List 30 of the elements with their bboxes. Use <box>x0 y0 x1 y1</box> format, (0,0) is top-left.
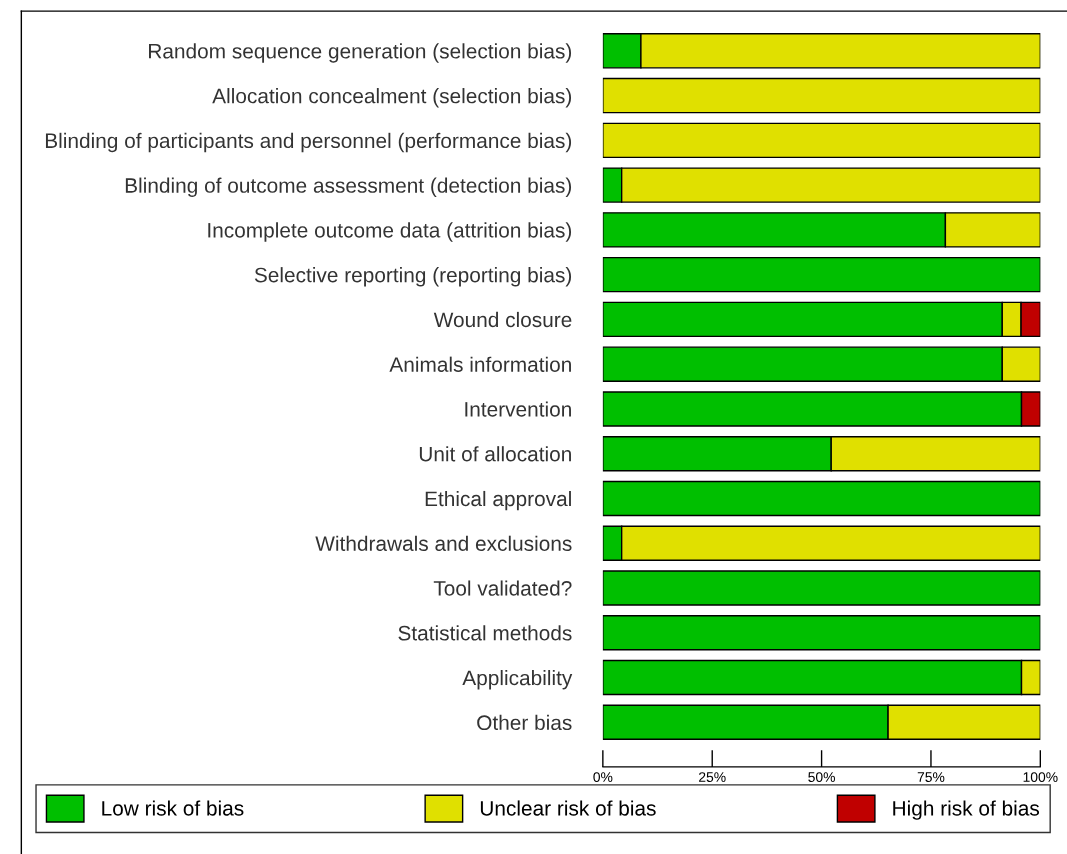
y-tick-label: Intervention <box>465 401 571 417</box>
y-tick-label: Random sequence generation (selection bias) <box>149 43 572 63</box>
bar <box>602 77 1041 114</box>
bar <box>602 256 1041 293</box>
y-tick-label: Other bias <box>477 714 572 731</box>
y-tick-label: Allocation concealment (selection bias) <box>212 88 572 108</box>
x-tick-label: 0% <box>593 772 613 782</box>
x-tick-label: 25% <box>699 772 726 782</box>
y-tick-label: Applicability <box>462 669 573 690</box>
x-tick-label: 50% <box>808 772 835 782</box>
y-tick-label: Withdrawals and exclusions <box>315 535 572 551</box>
y-tick-label: Blinding of participants and personnel (performance bias) <box>45 132 572 153</box>
bar <box>602 615 1041 651</box>
bar <box>602 480 1041 517</box>
legend-label: High risk of bias <box>893 800 1040 820</box>
y-tick-label: Animals information <box>389 356 571 372</box>
x-tick-label: 75% <box>917 772 945 782</box>
legend-label: Low risk of bias <box>102 800 244 816</box>
bar <box>602 570 1041 606</box>
x-tick-label: 100% <box>1023 772 1058 782</box>
y-tick-label: Wound closure <box>433 311 572 328</box>
legend-label: Unclear risk of bias <box>480 800 656 816</box>
y-tick-label: Selective reporting (reporting bias) <box>254 267 572 287</box>
y-tick-label: Statistical methods <box>398 625 572 641</box>
y-tick-label: Incomplete outcome data (attrition bias) <box>208 222 572 242</box>
y-tick-label: Ethical approval <box>425 490 571 511</box>
y-tick-label: Blinding of outcome assessment (detection bias) <box>125 177 572 197</box>
bar <box>602 122 1041 159</box>
y-tick-label: Unit of allocation <box>419 446 571 462</box>
y-tick-label: Tool validated? <box>433 580 572 596</box>
